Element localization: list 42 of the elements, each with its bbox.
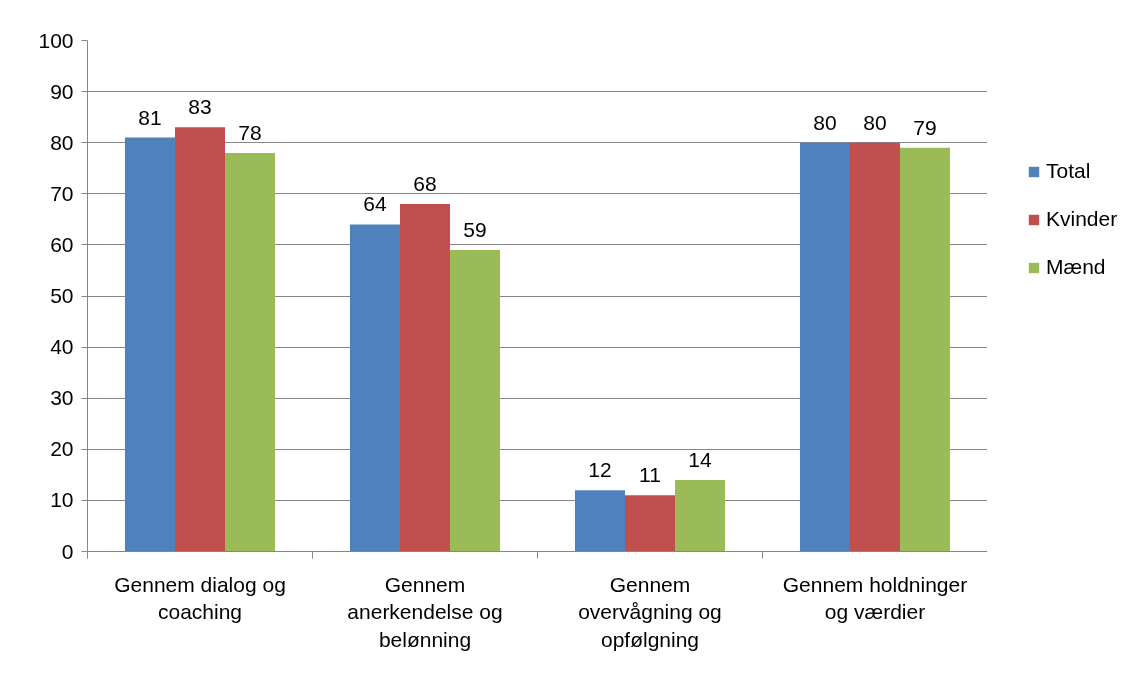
data-label: 79 bbox=[913, 115, 937, 139]
x-tick-label: Gennem dialog og coaching bbox=[114, 572, 286, 624]
bar bbox=[900, 147, 951, 552]
y-tick-label: 50 bbox=[50, 284, 74, 307]
data-label: 78 bbox=[238, 120, 262, 144]
legend-label: Mænd bbox=[1046, 255, 1106, 279]
y-tick-label: 90 bbox=[50, 79, 74, 103]
x-tick-label: Gennem holdninger og værdier bbox=[782, 572, 968, 624]
y-tick-label: 0 bbox=[61, 539, 74, 563]
bar bbox=[624, 495, 676, 552]
data-label: 64 bbox=[363, 192, 387, 216]
legend-label: Kvinder bbox=[1046, 207, 1118, 231]
data-label: 68 bbox=[413, 172, 437, 196]
x-tick-label: Gennem anerkendelse og belønning bbox=[347, 572, 503, 651]
legend-label: Total bbox=[1046, 159, 1091, 183]
data-label: 59 bbox=[463, 218, 487, 242]
data-label: 14 bbox=[688, 447, 713, 471]
data-label: 11 bbox=[639, 463, 661, 487]
bar bbox=[450, 250, 501, 552]
bar bbox=[849, 142, 901, 552]
bar bbox=[399, 204, 451, 552]
data-label: 83 bbox=[188, 95, 212, 119]
y-tick-label: 100 bbox=[38, 28, 74, 52]
bar bbox=[799, 142, 850, 552]
x-tick-label: Gennem overvågning og opfølgning bbox=[578, 572, 722, 651]
bar bbox=[225, 152, 276, 552]
data-label: 81 bbox=[138, 105, 162, 129]
data-label: 80 bbox=[863, 110, 887, 134]
y-tick-label: 70 bbox=[50, 181, 74, 205]
bar bbox=[124, 137, 175, 552]
y-tick-label: 80 bbox=[50, 130, 74, 154]
y-tick-label: 40 bbox=[50, 335, 74, 359]
bar bbox=[675, 479, 726, 552]
bar bbox=[574, 490, 625, 552]
bar bbox=[349, 224, 400, 552]
y-tick-label: 30 bbox=[50, 386, 74, 410]
data-label: 12 bbox=[588, 458, 612, 482]
y-tick-label: 10 bbox=[50, 488, 74, 512]
data-label: 80 bbox=[813, 110, 837, 134]
y-tick-label: 60 bbox=[50, 232, 74, 256]
y-tick-label: 20 bbox=[50, 437, 74, 461]
bar bbox=[174, 127, 226, 552]
